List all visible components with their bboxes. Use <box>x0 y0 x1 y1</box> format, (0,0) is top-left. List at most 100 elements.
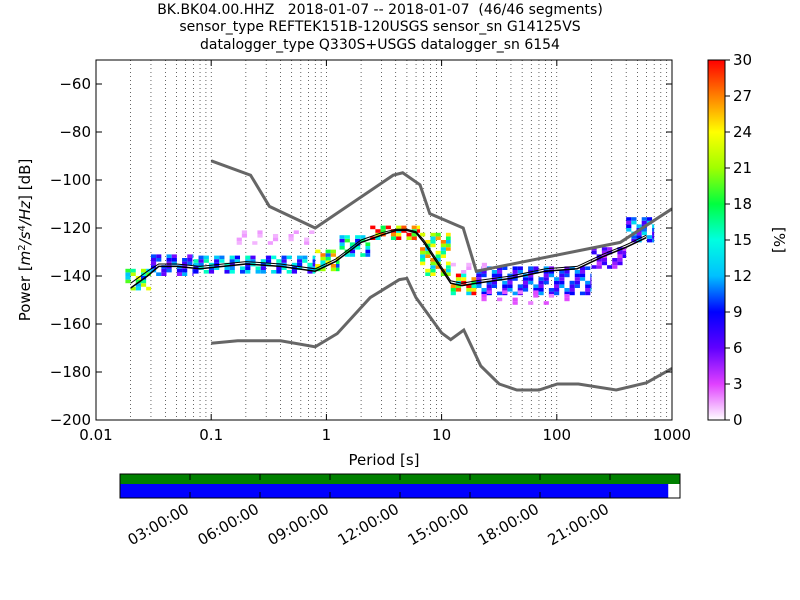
density-cell <box>250 255 256 260</box>
density-cell <box>271 270 277 274</box>
density-cell <box>450 284 456 288</box>
density-cell <box>312 259 316 263</box>
plot-frame <box>95 59 673 421</box>
density-cell <box>543 277 549 281</box>
density-cell <box>617 250 623 255</box>
density-cell <box>365 246 371 250</box>
outlier-cell <box>450 262 456 267</box>
density-cell <box>641 228 647 232</box>
density-cell <box>559 273 565 278</box>
density-cell <box>512 266 518 270</box>
density-cell <box>507 284 513 288</box>
density-cell <box>161 272 167 276</box>
density-cell <box>554 284 560 288</box>
density-cell <box>435 258 441 262</box>
outlier-cell <box>466 266 472 270</box>
outlier-cell <box>481 297 487 302</box>
psd-density-layer <box>125 217 655 305</box>
outlier-cell <box>533 290 539 294</box>
colorbar-tick-label: 6 <box>733 339 743 357</box>
density-cell <box>224 270 230 274</box>
density-cell <box>166 254 172 258</box>
density-cell <box>652 224 655 228</box>
density-cell <box>445 247 451 251</box>
density-cell <box>425 250 431 255</box>
density-cell <box>375 229 381 233</box>
density-cell <box>182 261 188 266</box>
x-tick-label: 1000 <box>653 426 691 444</box>
density-cell <box>440 243 446 248</box>
density-cell <box>512 277 518 281</box>
density-cell <box>507 273 513 278</box>
density-cell <box>166 258 172 262</box>
density-cell <box>607 265 613 269</box>
density-cell <box>396 236 402 240</box>
density-cell <box>564 291 570 296</box>
density-cell <box>265 259 272 263</box>
density-cell <box>450 288 456 292</box>
density-cell <box>166 268 172 273</box>
density-cell <box>591 250 597 255</box>
density-cell <box>365 253 371 257</box>
density-cell <box>476 277 482 281</box>
density-cell <box>150 261 157 266</box>
density-cell <box>612 261 618 266</box>
colorbar-ticks: 0 3 6 9 12 15 18 21 24 27 30 <box>725 51 752 429</box>
density-cell <box>198 262 204 267</box>
density-cell <box>219 255 225 260</box>
outlier-cell <box>497 297 503 302</box>
density-cell <box>596 261 602 266</box>
density-cell <box>349 246 356 250</box>
density-cell <box>435 232 441 237</box>
outlier-cell <box>304 241 310 245</box>
density-cell <box>245 259 251 263</box>
density-cell <box>646 217 653 221</box>
density-cell <box>631 217 637 221</box>
density-cell <box>579 266 586 270</box>
density-cell <box>416 225 421 230</box>
y-axis-label-part: Hz <box>16 200 34 220</box>
density-cell <box>569 284 575 288</box>
density-cell <box>320 253 326 257</box>
density-cell <box>193 270 199 274</box>
density-cell <box>330 253 336 257</box>
outlier-cell <box>481 294 487 298</box>
density-cell <box>425 240 431 244</box>
density-cell <box>471 288 477 292</box>
density-cell <box>445 268 451 273</box>
density-cell <box>135 279 141 284</box>
grid-lines <box>96 60 668 420</box>
density-cell <box>646 235 653 239</box>
density-cell <box>641 217 647 221</box>
density-cell <box>596 265 602 269</box>
outlier-cell <box>272 234 279 238</box>
density-cell <box>564 288 570 292</box>
timeline-tick-label: 12:00:00 <box>335 500 402 549</box>
density-cell <box>156 254 162 258</box>
density-cell <box>569 280 575 285</box>
density-cell <box>339 238 345 243</box>
density-cell <box>590 277 592 281</box>
outlier-cell <box>309 230 315 234</box>
density-cell <box>636 231 642 236</box>
density-cell <box>491 270 498 274</box>
density-cell <box>276 259 282 263</box>
density-cell <box>554 280 560 285</box>
density-cell <box>302 255 308 260</box>
density-cell <box>430 265 436 269</box>
colorbar-label: [%] <box>770 227 788 253</box>
outlier-cell <box>241 230 248 234</box>
density-cell <box>360 238 366 243</box>
density-cell <box>601 250 608 255</box>
y-tick-label: −100 <box>50 171 91 189</box>
density-cell <box>445 272 451 276</box>
density-cell <box>187 258 193 262</box>
density-cell <box>265 255 272 260</box>
density-cell <box>455 284 462 288</box>
density-cell <box>140 268 147 273</box>
density-cell <box>375 236 381 240</box>
timeline-coverage-bottom <box>120 484 669 498</box>
y-tick-label: −80 <box>59 123 91 141</box>
density-cell <box>396 232 402 237</box>
colorbar-tick-label: 12 <box>733 267 752 285</box>
